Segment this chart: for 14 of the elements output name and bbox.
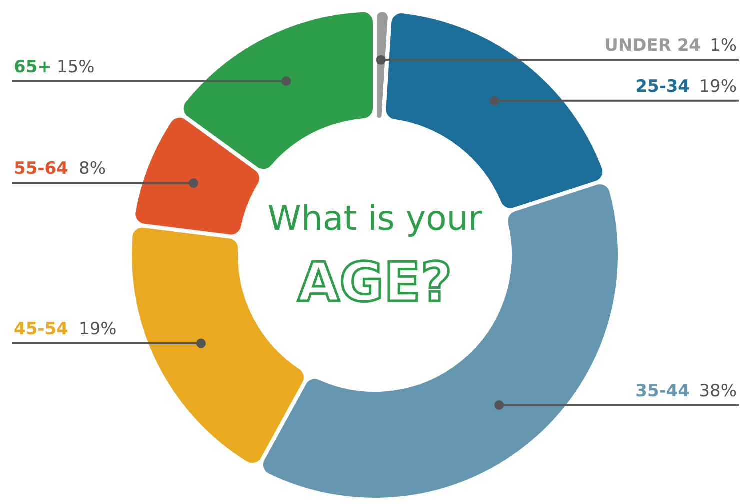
- data-label: 38%: [699, 381, 737, 402]
- slice-label: 25-34: [636, 76, 690, 97]
- data-label: 1%: [710, 36, 737, 56]
- slice-label: 65+: [14, 57, 52, 78]
- data-label: 15%: [57, 57, 95, 78]
- data-label: 19%: [79, 320, 117, 340]
- slice-label: 45-54: [14, 320, 69, 340]
- slice-label: UNDER 24: [604, 36, 702, 56]
- data-label: 8%: [79, 159, 106, 180]
- slice-label: 35-44: [636, 381, 690, 402]
- data-label: 19%: [699, 76, 737, 97]
- slice-label: 55-64: [14, 159, 69, 180]
- text: AGE?: [298, 251, 452, 314]
- text: What is your: [268, 199, 482, 239]
